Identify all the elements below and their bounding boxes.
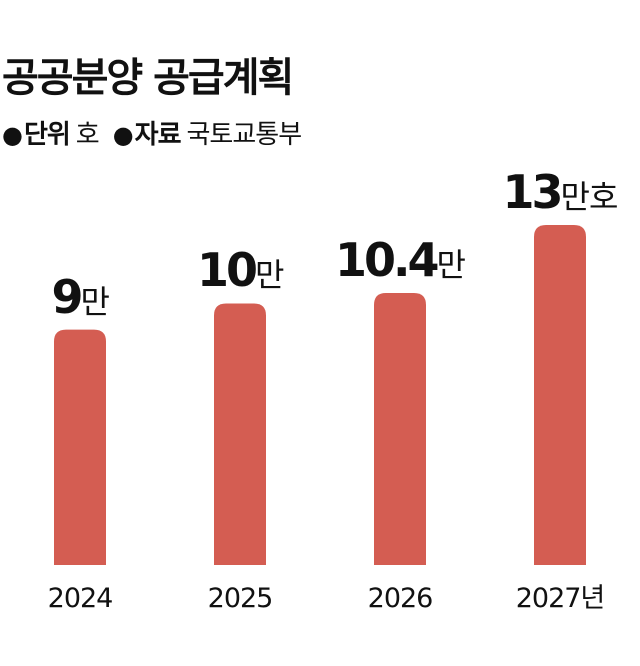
data-label-unit: 만 <box>80 282 110 321</box>
data-label-2027년: 13만호 <box>503 169 619 216</box>
bar-2024 <box>54 329 106 565</box>
x-tick-label: 2024 <box>47 583 114 614</box>
data-label-unit: 만 <box>436 246 466 284</box>
data-label-2025: 10만 <box>197 247 284 295</box>
x-tick-label: 2026 <box>367 583 434 614</box>
data-label-number: 9 <box>51 269 84 324</box>
bullet-icon: ● <box>2 121 23 149</box>
chart-title: 공공분양 공급계획 <box>2 55 294 101</box>
x-tick-label: 2025 <box>207 583 274 614</box>
data-label-2026: 10.4만 <box>335 237 466 284</box>
x-tick-label: 2027년 <box>515 583 606 614</box>
bar-2026 <box>374 293 426 565</box>
data-label-number: 13 <box>502 165 564 219</box>
bar-2025 <box>214 303 266 565</box>
data-label-number: 10 <box>197 243 258 298</box>
bullet-icon: ● <box>112 121 134 149</box>
data-label-unit: 만 <box>255 256 284 295</box>
data-label-number: 10.4 <box>335 233 439 287</box>
source-key: 자료 <box>134 120 182 150</box>
unit-key: 단위 <box>23 120 71 150</box>
chart-meta: ●단위 호 ●자료 국토교통부 <box>2 120 303 150</box>
data-label-2024: 9만 <box>52 274 110 321</box>
unit-value: 호 <box>75 120 100 150</box>
source-value: 국토교통부 <box>186 120 303 150</box>
bar-2027년 <box>534 225 586 565</box>
data-label-unit: 만호 <box>560 178 619 216</box>
